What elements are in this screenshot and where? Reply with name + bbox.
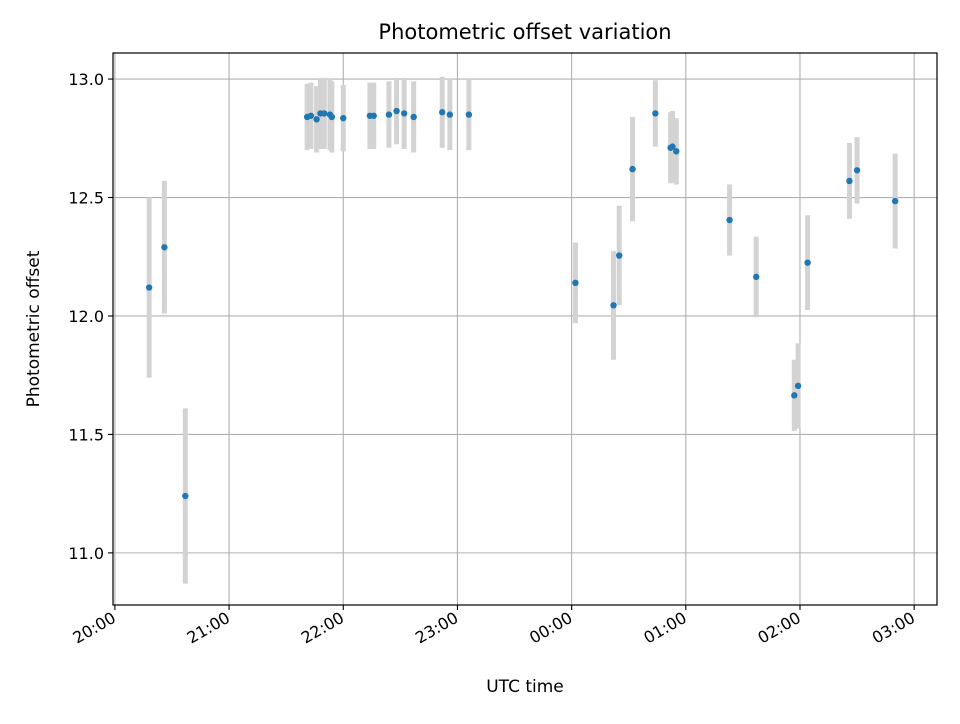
data-point [794, 382, 802, 390]
data-point [846, 177, 853, 185]
data-point [182, 492, 189, 500]
y-tick-label: 13.0 [68, 70, 104, 89]
x-axis-label: UTC time [486, 677, 564, 697]
data-point [161, 244, 168, 251]
data-point [328, 113, 336, 121]
data-point [753, 273, 760, 281]
data-point [615, 252, 623, 259]
data-points [145, 107, 899, 500]
data-point [673, 148, 680, 155]
data-point [446, 111, 454, 118]
data-point [726, 216, 733, 224]
data-point [791, 392, 798, 399]
data-point [891, 197, 899, 205]
data-point [145, 284, 153, 291]
plot-area [113, 53, 937, 605]
y-axis-label: Photometric offset [24, 250, 44, 407]
data-point [410, 113, 417, 121]
y-axis-ticks: 11.0 11.5 12.0 12.5 13.0 [68, 70, 113, 563]
data-point [804, 259, 811, 266]
chart-title: Photometric offset variation [378, 20, 671, 44]
data-point [652, 110, 659, 117]
data-point [313, 116, 320, 123]
data-point [307, 112, 315, 119]
data-point [572, 279, 579, 287]
plot-frame [112, 52, 938, 606]
data-point [400, 110, 408, 117]
data-point [439, 109, 446, 116]
data-point [370, 112, 377, 119]
data-point [669, 143, 676, 150]
data-point [610, 302, 617, 309]
data-point [340, 114, 347, 122]
data-point [393, 107, 400, 115]
data-point [465, 111, 473, 118]
data-point [853, 167, 861, 174]
y-tick-label: 12.0 [68, 307, 104, 326]
data-point [629, 165, 636, 173]
y-tick-label: 11.0 [68, 544, 104, 563]
data-point [385, 111, 393, 118]
data-point [321, 110, 328, 117]
y-tick-label: 11.5 [68, 425, 104, 444]
y-tick-label: 12.5 [68, 189, 104, 208]
